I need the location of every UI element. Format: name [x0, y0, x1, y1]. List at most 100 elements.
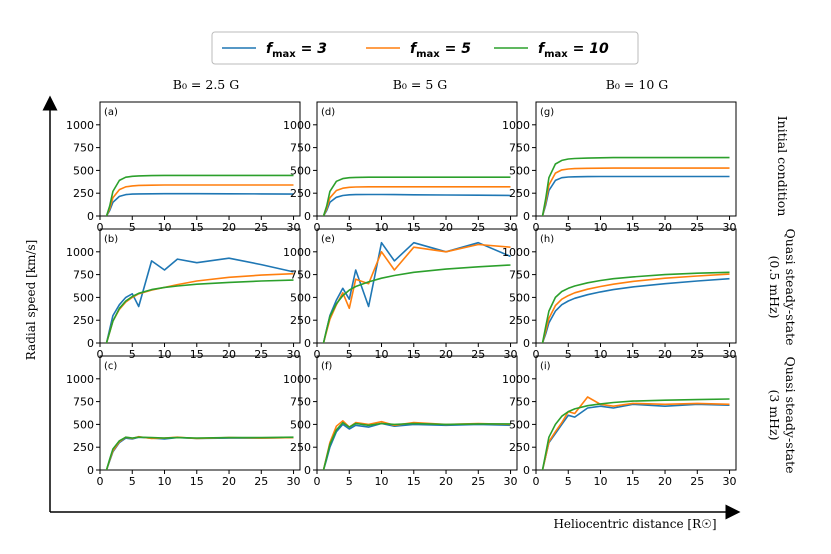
- panel-b: 0 250 500 750 1000 0 5 10 15 20 25 30 (b): [66, 228, 301, 361]
- x-tick-label: 25: [690, 348, 704, 361]
- y-tick-label: 0: [304, 337, 311, 350]
- row-title-3: Quasi steady-state (3 mHz): [767, 356, 798, 473]
- x-tick-label: 20: [222, 348, 236, 361]
- svg-text:Radial speed [km/s]: Radial speed [km/s]: [24, 240, 38, 361]
- series-line-1: [541, 277, 730, 343]
- y-tick-label: 0: [87, 337, 94, 350]
- series-line-2: [541, 396, 730, 470]
- x-tick-label: 10: [158, 348, 172, 361]
- x-tick-label: 25: [471, 475, 485, 488]
- x-tick-label: 20: [439, 348, 453, 361]
- x-tick-label: 30: [504, 221, 518, 234]
- y-tick-label: 250: [290, 187, 311, 200]
- x-tick-label: 5: [346, 348, 353, 361]
- y-tick-label: 250: [290, 441, 311, 454]
- y-tick-label: 250: [73, 314, 94, 327]
- x-tick-label: 30: [504, 475, 518, 488]
- panel-label: (c): [104, 361, 117, 372]
- y-tick-label: 750: [290, 396, 311, 409]
- row-title-1: Initial condition: [775, 116, 790, 217]
- x-tick-label: 30: [723, 475, 737, 488]
- x-tick-label: 30: [287, 221, 301, 234]
- x-tick-label: 10: [375, 348, 389, 361]
- x-tick-label: 25: [690, 221, 704, 234]
- panel-g: 0 250 500 750 1000 0 5 10 15 20 25 30 (g): [502, 101, 737, 234]
- legend-frame: [211, 31, 639, 65]
- y-tick-label: 500: [290, 164, 311, 177]
- x-axis-title: Heliocentric distance [R☉]: [553, 517, 716, 531]
- y-tick-label: 1000: [502, 246, 530, 259]
- x-tick-label: 0: [97, 348, 104, 361]
- x-tick-label: 10: [158, 475, 172, 488]
- series-line-3: [541, 398, 730, 470]
- series-line-3: [322, 421, 511, 470]
- y-tick-label: 750: [290, 269, 311, 282]
- x-tick-label: 0: [97, 475, 104, 488]
- panel-c: 0 250 500 750 1000 0 5 10 15 20 25 30 (c): [66, 355, 301, 488]
- y-tick-label: 500: [509, 418, 530, 431]
- panel-frame: [316, 355, 518, 471]
- panel-e: 0 250 500 750 1000 0 5 10 15 20 25 30 (e): [283, 228, 518, 361]
- panel-label: (g): [540, 107, 554, 118]
- series-line-1: [105, 192, 294, 216]
- series-line-3: [541, 156, 730, 216]
- panel-h: 0 250 500 750 1000 0 5 10 15 20 25 30 (h): [502, 228, 737, 361]
- x-tick-label: 20: [658, 221, 672, 234]
- x-tick-label: 25: [690, 475, 704, 488]
- panel-label: (h): [540, 234, 554, 245]
- series-line-3: [105, 174, 294, 216]
- legend-label-2: fmax = 5: [410, 41, 471, 60]
- panel-frame: [99, 101, 301, 217]
- y-tick-label: 1000: [283, 373, 311, 386]
- x-tick-label: 30: [504, 348, 518, 361]
- series-line-1: [105, 257, 294, 343]
- y-tick-label: 1000: [283, 246, 311, 259]
- y-tick-label: 250: [290, 314, 311, 327]
- x-tick-label: 0: [314, 348, 321, 361]
- legend: fmax = 3 fmax = 5 fmax = 10: [211, 31, 639, 65]
- x-tick-label: 5: [129, 475, 136, 488]
- y-tick-label: 500: [73, 164, 94, 177]
- panel-frame: [99, 228, 301, 344]
- series-line-2: [541, 273, 730, 343]
- x-tick-label: 15: [407, 221, 421, 234]
- x-tick-label: 20: [439, 221, 453, 234]
- y-tick-label: 750: [509, 269, 530, 282]
- y-tick-label: 0: [523, 464, 530, 477]
- legend-label-1: fmax = 3: [266, 41, 327, 60]
- series-line-2: [322, 186, 511, 216]
- panel-label: (i): [540, 361, 551, 372]
- svg-text:Initial condition: Initial condition: [775, 116, 790, 217]
- series-line-1: [541, 175, 730, 216]
- y-tick-label: 500: [73, 418, 94, 431]
- x-tick-label: 30: [287, 475, 301, 488]
- series-line-3: [541, 271, 730, 343]
- x-tick-label: 0: [533, 221, 540, 234]
- panel-label: (d): [321, 107, 335, 118]
- x-tick-label: 5: [565, 475, 572, 488]
- x-tick-label: 15: [190, 348, 204, 361]
- x-tick-label: 30: [723, 221, 737, 234]
- y-tick-label: 0: [523, 210, 530, 223]
- y-tick-label: 250: [509, 441, 530, 454]
- x-tick-label: 20: [222, 475, 236, 488]
- y-tick-label: 750: [73, 142, 94, 155]
- x-tick-label: 5: [346, 475, 353, 488]
- x-tick-label: 15: [626, 475, 640, 488]
- x-tick-label: 15: [626, 348, 640, 361]
- y-tick-label: 750: [509, 396, 530, 409]
- y-tick-label: 500: [509, 164, 530, 177]
- series-line-2: [541, 167, 730, 216]
- y-tick-label: 250: [73, 441, 94, 454]
- panel-f: 0 250 500 750 1000 0 5 10 15 20 25 30 (f): [283, 355, 518, 488]
- y-tick-label: 1000: [283, 119, 311, 132]
- x-tick-label: 25: [471, 348, 485, 361]
- x-tick-label: 25: [254, 221, 268, 234]
- series-line-1: [322, 193, 511, 216]
- y-tick-label: 750: [73, 396, 94, 409]
- y-tick-label: 0: [523, 337, 530, 350]
- y-tick-label: 750: [290, 142, 311, 155]
- series-line-3: [105, 436, 294, 470]
- series-line-2: [105, 184, 294, 216]
